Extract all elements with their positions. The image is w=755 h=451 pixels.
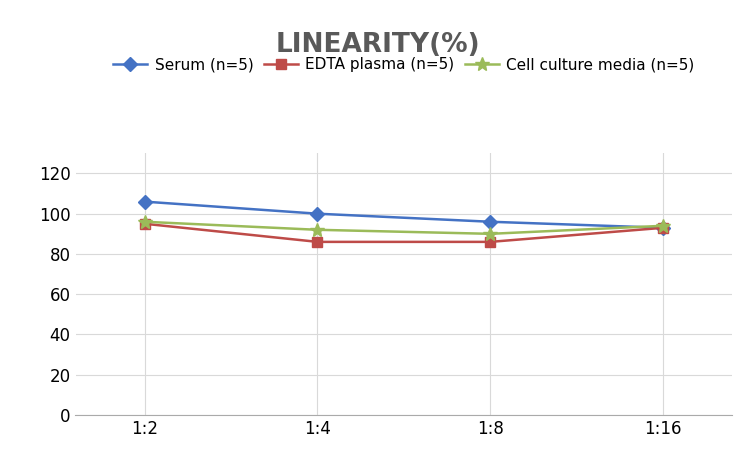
Serum (n=5) — [658, 225, 667, 230]
EDTA plasma (n=5) — [658, 225, 667, 230]
Serum (n=5) — [140, 199, 149, 204]
Text: LINEARITY(%): LINEARITY(%) — [275, 32, 480, 58]
EDTA plasma (n=5) — [313, 239, 322, 244]
Serum (n=5) — [485, 219, 495, 225]
Line: Serum (n=5): Serum (n=5) — [140, 197, 668, 233]
EDTA plasma (n=5) — [485, 239, 495, 244]
Line: Cell culture media (n=5): Cell culture media (n=5) — [137, 215, 670, 241]
Serum (n=5) — [313, 211, 322, 216]
Cell culture media (n=5) — [485, 231, 495, 236]
Cell culture media (n=5) — [140, 219, 149, 225]
Legend: Serum (n=5), EDTA plasma (n=5), Cell culture media (n=5): Serum (n=5), EDTA plasma (n=5), Cell cul… — [107, 51, 701, 78]
Line: EDTA plasma (n=5): EDTA plasma (n=5) — [140, 219, 668, 247]
EDTA plasma (n=5) — [140, 221, 149, 226]
Cell culture media (n=5) — [658, 223, 667, 229]
Cell culture media (n=5) — [313, 227, 322, 233]
